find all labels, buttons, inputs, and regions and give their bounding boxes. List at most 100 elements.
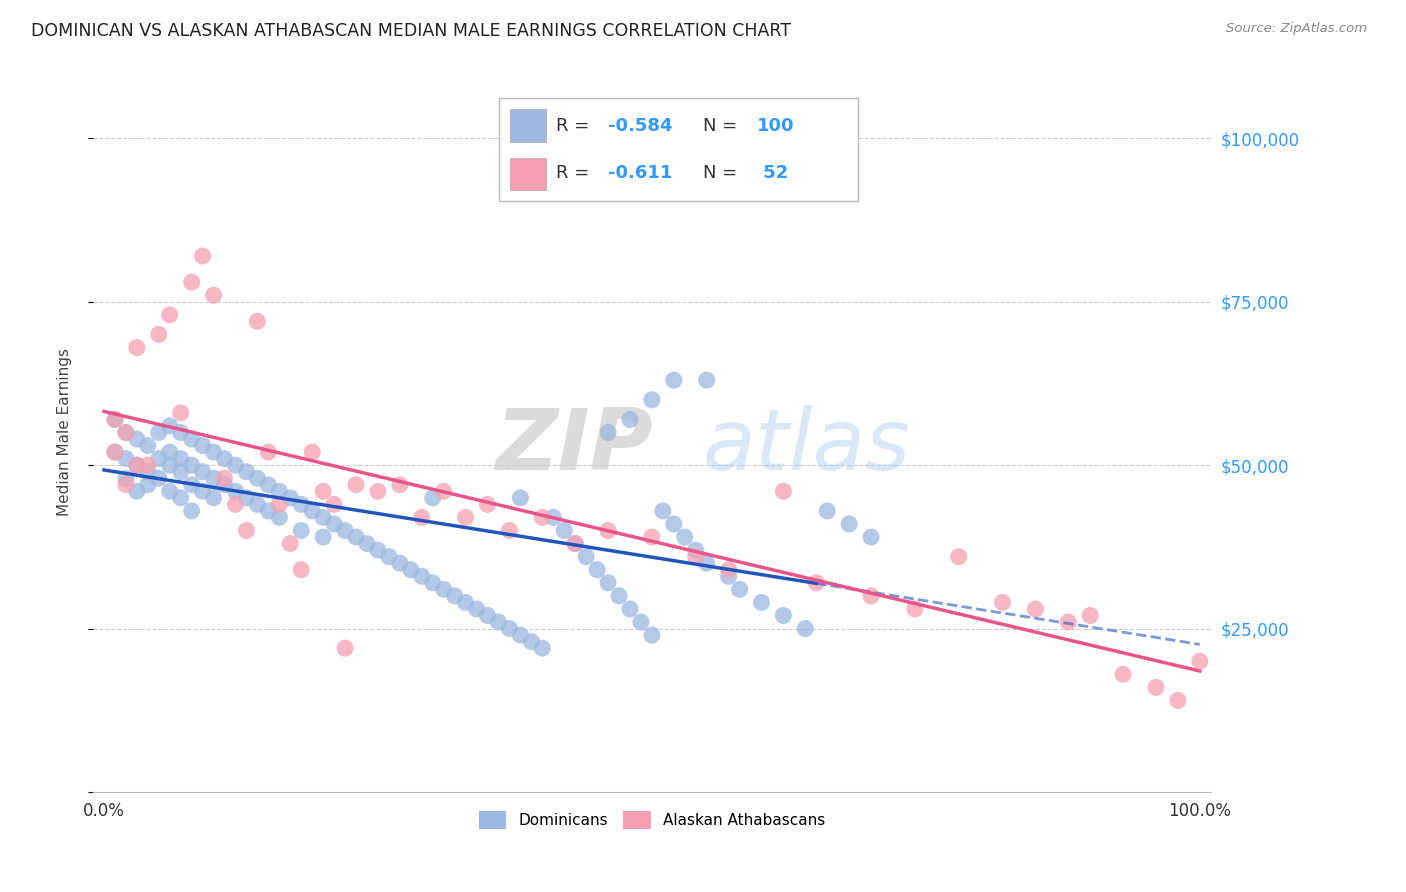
- Dominicans: [696, 373, 718, 387]
- Alaskan Athabascans: [202, 288, 225, 302]
- Dominicans: [159, 484, 181, 499]
- Dominicans: [772, 608, 794, 623]
- Text: Source: ZipAtlas.com: Source: ZipAtlas.com: [1226, 22, 1367, 36]
- Dominicans: [148, 425, 170, 440]
- Alaskan Athabascans: [301, 445, 323, 459]
- Alaskan Athabascans: [312, 484, 335, 499]
- Dominicans: [662, 516, 685, 531]
- Dominicans: [115, 425, 138, 440]
- Dominicans: [159, 458, 181, 472]
- Dominicans: [488, 615, 510, 629]
- Alaskan Athabascans: [344, 477, 367, 491]
- Dominicans: [696, 556, 718, 570]
- Alaskan Athabascans: [159, 308, 181, 322]
- Dominicans: [148, 471, 170, 485]
- Dominicans: [553, 524, 575, 538]
- Alaskan Athabascans: [224, 497, 246, 511]
- Alaskan Athabascans: [1144, 681, 1167, 695]
- Dominicans: [673, 530, 696, 544]
- Text: N =: N =: [703, 117, 744, 135]
- Dominicans: [619, 602, 641, 616]
- Dominicans: [596, 425, 619, 440]
- Alaskan Athabascans: [115, 477, 138, 491]
- Alaskan Athabascans: [948, 549, 970, 564]
- Dominicans: [607, 589, 630, 603]
- Alaskan Athabascans: [125, 458, 148, 472]
- Dominicans: [257, 477, 280, 491]
- Text: 52: 52: [758, 164, 789, 182]
- Dominicans: [180, 477, 202, 491]
- Dominicans: [685, 543, 707, 558]
- Dominicans: [662, 373, 685, 387]
- Text: -0.584: -0.584: [609, 117, 673, 135]
- Dominicans: [170, 451, 193, 466]
- Text: ZIP: ZIP: [495, 405, 652, 488]
- Alaskan Athabascans: [246, 314, 269, 328]
- Dominicans: [257, 504, 280, 518]
- Text: atlas: atlas: [702, 405, 910, 488]
- Alaskan Athabascans: [1024, 602, 1046, 616]
- Dominicans: [641, 392, 664, 407]
- Alaskan Athabascans: [477, 497, 499, 511]
- Dominicans: [159, 445, 181, 459]
- Text: R =: R =: [557, 164, 602, 182]
- Dominicans: [290, 524, 312, 538]
- Alaskan Athabascans: [104, 445, 127, 459]
- Alaskan Athabascans: [772, 484, 794, 499]
- Dominicans: [815, 504, 838, 518]
- Dominicans: [388, 556, 411, 570]
- Alaskan Athabascans: [641, 530, 664, 544]
- Alaskan Athabascans: [1188, 654, 1211, 668]
- Dominicans: [312, 510, 335, 524]
- Dominicans: [170, 491, 193, 505]
- Dominicans: [191, 438, 214, 452]
- Dominicans: [278, 491, 301, 505]
- Alaskan Athabascans: [1078, 608, 1101, 623]
- Text: 100: 100: [758, 117, 794, 135]
- Alaskan Athabascans: [290, 563, 312, 577]
- Alaskan Athabascans: [860, 589, 883, 603]
- Dominicans: [202, 445, 225, 459]
- Alaskan Athabascans: [323, 497, 346, 511]
- Dominicans: [717, 569, 740, 583]
- Dominicans: [246, 471, 269, 485]
- Dominicans: [191, 465, 214, 479]
- Alaskan Athabascans: [180, 275, 202, 289]
- Dominicans: [214, 477, 236, 491]
- Dominicans: [136, 477, 159, 491]
- Dominicans: [619, 412, 641, 426]
- Dominicans: [104, 445, 127, 459]
- Alaskan Athabascans: [498, 524, 520, 538]
- Alaskan Athabascans: [596, 524, 619, 538]
- Alaskan Athabascans: [104, 412, 127, 426]
- Dominicans: [224, 458, 246, 472]
- Alaskan Athabascans: [411, 510, 433, 524]
- Dominicans: [180, 458, 202, 472]
- Dominicans: [596, 575, 619, 590]
- Dominicans: [104, 412, 127, 426]
- Alaskan Athabascans: [235, 524, 257, 538]
- Alaskan Athabascans: [564, 536, 586, 550]
- Alaskan Athabascans: [367, 484, 389, 499]
- Dominicans: [443, 589, 465, 603]
- Dominicans: [214, 451, 236, 466]
- Dominicans: [180, 504, 202, 518]
- Alaskan Athabascans: [388, 477, 411, 491]
- Alaskan Athabascans: [278, 536, 301, 550]
- Dominicans: [422, 575, 444, 590]
- Dominicans: [246, 497, 269, 511]
- Dominicans: [125, 458, 148, 472]
- Alaskan Athabascans: [717, 563, 740, 577]
- Dominicans: [344, 530, 367, 544]
- Alaskan Athabascans: [991, 595, 1014, 609]
- FancyBboxPatch shape: [499, 98, 858, 201]
- Dominicans: [794, 622, 817, 636]
- Legend: Dominicans, Alaskan Athabascans: Dominicans, Alaskan Athabascans: [472, 805, 831, 835]
- Dominicans: [125, 484, 148, 499]
- Dominicans: [224, 484, 246, 499]
- Alaskan Athabascans: [806, 575, 828, 590]
- Alaskan Athabascans: [148, 327, 170, 342]
- Text: DOMINICAN VS ALASKAN ATHABASCAN MEDIAN MALE EARNINGS CORRELATION CHART: DOMINICAN VS ALASKAN ATHABASCAN MEDIAN M…: [31, 22, 792, 40]
- Alaskan Athabascans: [257, 445, 280, 459]
- Dominicans: [367, 543, 389, 558]
